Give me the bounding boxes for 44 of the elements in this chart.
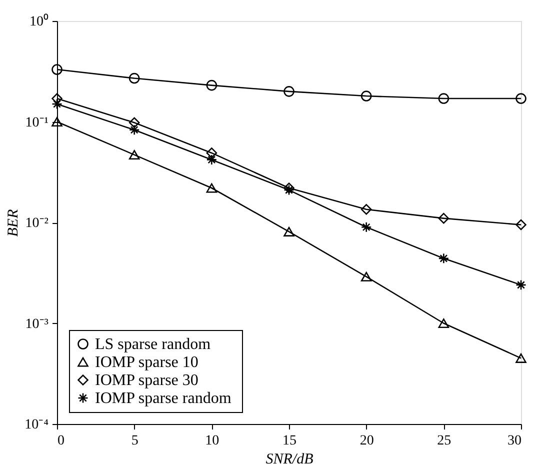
x-tick-label: 10 xyxy=(205,434,220,448)
point xyxy=(360,272,372,282)
point xyxy=(284,226,294,236)
x-tick-label: 20 xyxy=(360,434,374,448)
point xyxy=(438,93,450,104)
point xyxy=(438,253,450,264)
point xyxy=(516,280,526,290)
x-tick-label: 15 xyxy=(282,434,296,448)
y-tick-label: 10⁻³ xyxy=(25,316,48,332)
point xyxy=(128,124,140,136)
point xyxy=(52,116,62,127)
y-axis-title: BER xyxy=(6,209,22,237)
x-axis-title: SNR/dB xyxy=(266,452,314,465)
legend-label: LS sparse random xyxy=(95,336,212,353)
x-tick-label: 0 xyxy=(58,434,64,448)
point xyxy=(360,222,372,233)
point xyxy=(52,98,62,110)
point xyxy=(206,80,218,91)
point xyxy=(206,183,218,193)
point xyxy=(128,72,140,84)
y-tick-label: 10⁻⁴ xyxy=(24,418,49,432)
point xyxy=(516,219,526,230)
point xyxy=(128,117,140,128)
point xyxy=(438,318,450,328)
y-tick-label: 10⁻¹ xyxy=(25,115,48,130)
x-tick-label: 30 xyxy=(508,434,522,448)
point xyxy=(516,353,526,363)
point xyxy=(284,86,294,97)
x-tick-label: 25 xyxy=(437,434,452,448)
point xyxy=(128,150,140,160)
point xyxy=(206,148,218,158)
point xyxy=(360,90,372,102)
point xyxy=(360,204,372,215)
point xyxy=(206,154,218,166)
y-tick-label: 10⁻² xyxy=(25,216,48,231)
legend-label: IOMP sparse random xyxy=(95,390,232,407)
y-tick-label: 10⁰ xyxy=(30,14,48,30)
legend-label: IOMP sparse 30 xyxy=(95,372,198,389)
point xyxy=(52,93,62,104)
point xyxy=(52,64,62,75)
x-tick-label: 5 xyxy=(131,434,138,448)
point xyxy=(438,212,450,224)
point xyxy=(516,93,526,104)
legend-label: IOMP sparse 10 xyxy=(95,354,198,371)
